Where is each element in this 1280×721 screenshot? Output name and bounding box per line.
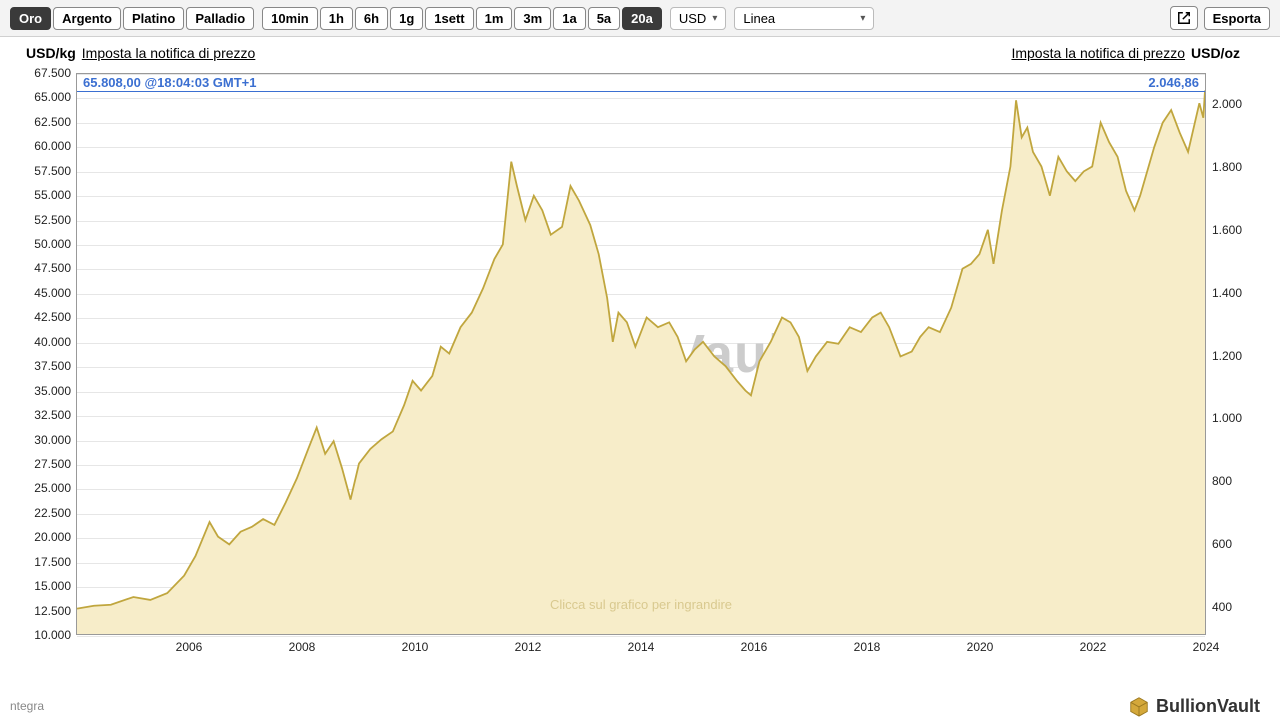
y-right-tick: 600: [1212, 537, 1232, 551]
x-tick: 2016: [741, 640, 768, 654]
x-tick: 2024: [1193, 640, 1220, 654]
y-left-tick: 62.500: [13, 115, 71, 129]
unit-left: USD/kg: [26, 45, 76, 61]
y-left-tick: 65.000: [13, 90, 71, 104]
y-left-tick: 25.000: [13, 481, 71, 495]
x-tick: 2014: [628, 640, 655, 654]
chart-plot[interactable]: BullionVault 65.808,00 @18:04:03 GMT+1 2…: [76, 73, 1206, 635]
y-right-tick: 2.000: [1212, 97, 1242, 111]
y-left-tick: 40.000: [13, 335, 71, 349]
x-tick: 2012: [515, 640, 542, 654]
x-tick: 2022: [1080, 640, 1107, 654]
range-1sett-button[interactable]: 1sett: [425, 7, 473, 30]
y-left-tick: 57.500: [13, 164, 71, 178]
range-5a-button[interactable]: 5a: [588, 7, 620, 30]
y-left-tick: 67.500: [13, 66, 71, 80]
y-left-tick: 50.000: [13, 237, 71, 251]
y-right-tick: 800: [1212, 474, 1232, 488]
y-right-tick: 1.400: [1212, 286, 1242, 300]
y-right-tick: 1.000: [1212, 411, 1242, 425]
x-tick: 2010: [402, 640, 429, 654]
metal-argento-button[interactable]: Argento: [53, 7, 121, 30]
chevron-down-icon: ▾: [712, 13, 717, 24]
y-left-tick: 55.000: [13, 188, 71, 202]
current-price-line: [77, 91, 1205, 92]
chart-type-select[interactable]: Linea ▾: [734, 7, 874, 30]
unit-right: USD/oz: [1191, 45, 1240, 61]
y-right-tick: 400: [1212, 600, 1232, 614]
chart-svg: [77, 74, 1205, 634]
metal-platino-button[interactable]: Platino: [123, 7, 184, 30]
y-left-tick: 60.000: [13, 139, 71, 153]
integra-text: ntegra: [10, 699, 44, 713]
y-left-tick: 27.500: [13, 457, 71, 471]
current-price-left: 65.808,00 @18:04:03 GMT+1: [83, 75, 257, 90]
range-1a-button[interactable]: 1a: [553, 7, 585, 30]
y-left-tick: 42.500: [13, 310, 71, 324]
price-alert-link-left[interactable]: Imposta la notifica di prezzo: [82, 45, 256, 61]
range-10min-button[interactable]: 10min: [262, 7, 318, 30]
y-left-tick: 10.000: [13, 628, 71, 642]
y-right-tick: 1.800: [1212, 160, 1242, 174]
y-left-tick: 52.500: [13, 213, 71, 227]
y-left-tick: 47.500: [13, 261, 71, 275]
current-price-right: 2.046,86: [1148, 75, 1199, 90]
y-left-tick: 32.500: [13, 408, 71, 422]
y-left-tick: 35.000: [13, 384, 71, 398]
y-left-tick: 17.500: [13, 555, 71, 569]
range-3m-button[interactable]: 3m: [514, 7, 551, 30]
x-tick: 2008: [289, 640, 316, 654]
metal-oro-button[interactable]: Oro: [10, 7, 51, 30]
range-1h-button[interactable]: 1h: [320, 7, 353, 30]
x-tick: 2018: [854, 640, 881, 654]
open-external-button[interactable]: [1170, 6, 1198, 30]
brand-logo[interactable]: BullionVault: [1128, 695, 1260, 717]
currency-value: USD: [679, 11, 706, 26]
price-alert-link-right[interactable]: Imposta la notifica di prezzo: [1011, 45, 1185, 61]
range-6h-button[interactable]: 6h: [355, 7, 388, 30]
x-tick: 2020: [967, 640, 994, 654]
range-1m-button[interactable]: 1m: [476, 7, 513, 30]
y-left-tick: 37.500: [13, 359, 71, 373]
metal-palladio-button[interactable]: Palladio: [186, 7, 254, 30]
range-20a-button[interactable]: 20a: [622, 7, 662, 30]
export-button[interactable]: Esporta: [1204, 7, 1270, 30]
range-1g-button[interactable]: 1g: [390, 7, 423, 30]
footer: ntegra BullionVault: [0, 695, 1270, 717]
currency-select[interactable]: USD ▾: [670, 7, 726, 30]
y-left-tick: 12.500: [13, 604, 71, 618]
external-link-icon: [1177, 11, 1191, 25]
y-left-tick: 30.000: [13, 433, 71, 447]
chart-header: USD/kg Imposta la notifica di prezzo Imp…: [0, 37, 1280, 65]
y-right-tick: 1.200: [1212, 349, 1242, 363]
y-left-tick: 15.000: [13, 579, 71, 593]
y-left-tick: 22.500: [13, 506, 71, 520]
metal-buttons: OroArgentoPlatinoPalladio: [10, 7, 254, 30]
chart-type-value: Linea: [743, 11, 775, 26]
range-buttons: 10min1h6h1g1sett1m3m1a5a20a: [262, 7, 662, 30]
chart-area[interactable]: 10.000 12.500 15.000 17.500 20.000 22.500 25.0…: [10, 65, 1268, 668]
y-left-tick: 20.000: [13, 530, 71, 544]
vault-icon: [1128, 695, 1150, 717]
x-tick: 2006: [176, 640, 203, 654]
chevron-down-icon: ▾: [860, 13, 865, 24]
toolbar: OroArgentoPlatinoPalladio 10min1h6h1g1se…: [0, 0, 1280, 37]
y-right-tick: 1.600: [1212, 223, 1242, 237]
y-left-tick: 45.000: [13, 286, 71, 300]
